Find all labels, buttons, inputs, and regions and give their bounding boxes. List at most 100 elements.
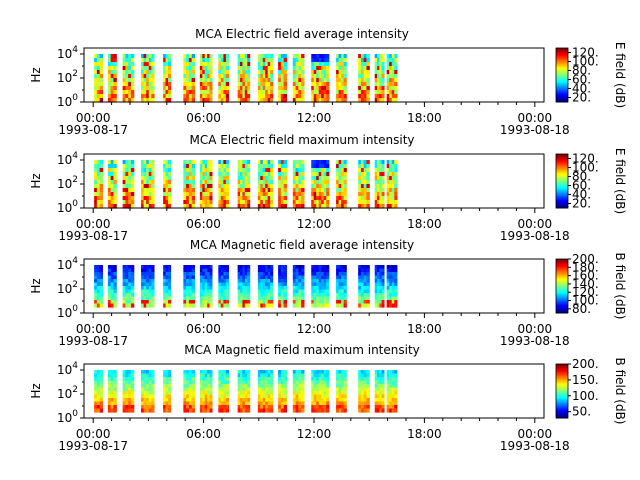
panel-title: MCA Magnetic field maximum intensity	[184, 343, 420, 357]
x-tick-date: 1993-08-17	[58, 439, 128, 453]
data-segment	[311, 160, 330, 209]
x-tick-label: 12:00	[297, 217, 332, 231]
panel-title: MCA Electric field average intensity	[195, 27, 409, 41]
colorbar-tick-label: 80.	[572, 170, 591, 184]
y-tick-label: 104	[57, 45, 78, 61]
y-tick-label: 104	[57, 256, 78, 272]
x-tick-label: 00:00	[518, 217, 553, 231]
data-segment	[292, 160, 305, 209]
data-segment	[257, 265, 274, 308]
data-segment	[199, 160, 213, 209]
data-segment	[257, 54, 274, 103]
colorbar-label: E field (dB)	[613, 148, 627, 214]
panel-3: MCA Magnetic field average intensity 104 1…	[29, 238, 627, 348]
x-tick-label: 12:00	[297, 427, 332, 441]
colorbar-tick-label: 100.	[572, 389, 599, 403]
colorbar-label: B field (dB)	[613, 253, 627, 320]
colorbar-tick-label: 100.	[572, 55, 599, 69]
data-segment	[122, 265, 135, 308]
data-segment	[358, 370, 370, 413]
data-segment	[107, 370, 117, 413]
data-segment	[218, 54, 230, 103]
y-tick-label: 102	[57, 280, 78, 296]
data-segment	[183, 265, 195, 308]
data-segment	[374, 265, 385, 308]
x-tick-label: 00:00	[76, 217, 111, 231]
colorbar-tick-label: 100.	[572, 161, 599, 175]
data-segment	[386, 54, 398, 103]
data-segment	[141, 160, 155, 209]
data-segment	[107, 54, 117, 103]
x-tick-label: 00:00	[76, 322, 111, 336]
data-segment	[94, 54, 103, 103]
data-segment	[163, 54, 172, 103]
x-tick-label: 06:00	[186, 217, 221, 231]
x-tick-label: 00:00	[518, 111, 553, 125]
data-segment	[278, 370, 287, 413]
data-segment	[163, 265, 172, 308]
y-axis-label: Hz	[29, 67, 43, 82]
data-segment	[311, 54, 330, 103]
colorbar-tick-label: 20.	[572, 197, 591, 211]
colorbar: 200. 150. 100. 50. B field (dB)	[555, 357, 627, 425]
colorbar-tick-label: 20.	[572, 91, 591, 105]
colorbar-tick-label: 200.	[572, 357, 599, 371]
y-tick-label: 102	[57, 69, 78, 85]
colorbar-tick-label: 60.	[572, 73, 591, 87]
data-segment	[374, 54, 385, 103]
x-tick-label: 00:00	[518, 322, 553, 336]
data-segment	[386, 160, 398, 209]
y-tick-label: 104	[57, 151, 78, 167]
colorbar-label: E field (dB)	[613, 42, 627, 108]
colorbar-tick-label: 120.	[572, 285, 599, 299]
colorbar: 200.180.160.140.120.100.80. B field (dB)	[555, 252, 627, 320]
data-segment	[141, 265, 155, 308]
x-tick-label: 00:00	[518, 427, 553, 441]
data-segment	[107, 160, 117, 209]
y-tick-label: 102	[57, 175, 78, 191]
colorbar-label: B field (dB)	[613, 358, 627, 425]
x-tick-label: 18:00	[407, 322, 442, 336]
data-segment	[358, 54, 370, 103]
x-tick-date: 1993-08-18	[500, 439, 570, 453]
data-segment	[122, 54, 135, 103]
data-segment	[336, 160, 347, 209]
colorbar-tick-label: 40.	[572, 188, 591, 202]
x-tick-label: 00:00	[76, 111, 111, 125]
colorbar-tick-label: 140.	[572, 277, 599, 291]
data-segment	[218, 265, 230, 308]
data-segment	[311, 370, 330, 413]
colorbar-tick-label: 50.	[572, 405, 591, 419]
data-segment	[237, 160, 251, 209]
y-tick-label: 100	[57, 199, 78, 215]
panel-1: MCA Electric field average intensity 104 1…	[29, 27, 627, 137]
panel-title: MCA Electric field maximum intensity	[189, 133, 414, 147]
data-segment	[336, 54, 347, 103]
colorbar-tick-label: 100.	[572, 294, 599, 308]
x-tick-label: 18:00	[407, 217, 442, 231]
data-segment	[278, 265, 287, 308]
x-tick-label: 18:00	[407, 427, 442, 441]
data-segment	[292, 54, 305, 103]
data-segment	[358, 265, 370, 308]
data-segment	[386, 370, 398, 413]
y-tick-label: 100	[57, 304, 78, 320]
data-segment	[257, 370, 274, 413]
data-segment	[336, 370, 347, 413]
y-tick-label: 100	[57, 93, 78, 109]
data-segment	[358, 160, 370, 209]
data-segment	[163, 160, 172, 209]
x-tick-label: 06:00	[186, 111, 221, 125]
data-segment	[311, 265, 330, 308]
colorbar: 120.100.80.60.40.20. E field (dB)	[555, 42, 627, 108]
data-segment	[94, 160, 103, 209]
data-segment	[257, 160, 274, 209]
colorbar-tick-label: 120.	[572, 46, 599, 60]
data-segment	[141, 54, 155, 103]
colorbar-tick-label: 120.	[572, 152, 599, 166]
data-segment	[278, 54, 287, 103]
data-segment	[183, 160, 195, 209]
x-tick-date: 1993-08-18	[500, 123, 570, 137]
data-segment	[386, 265, 398, 308]
data-segment	[374, 370, 385, 413]
